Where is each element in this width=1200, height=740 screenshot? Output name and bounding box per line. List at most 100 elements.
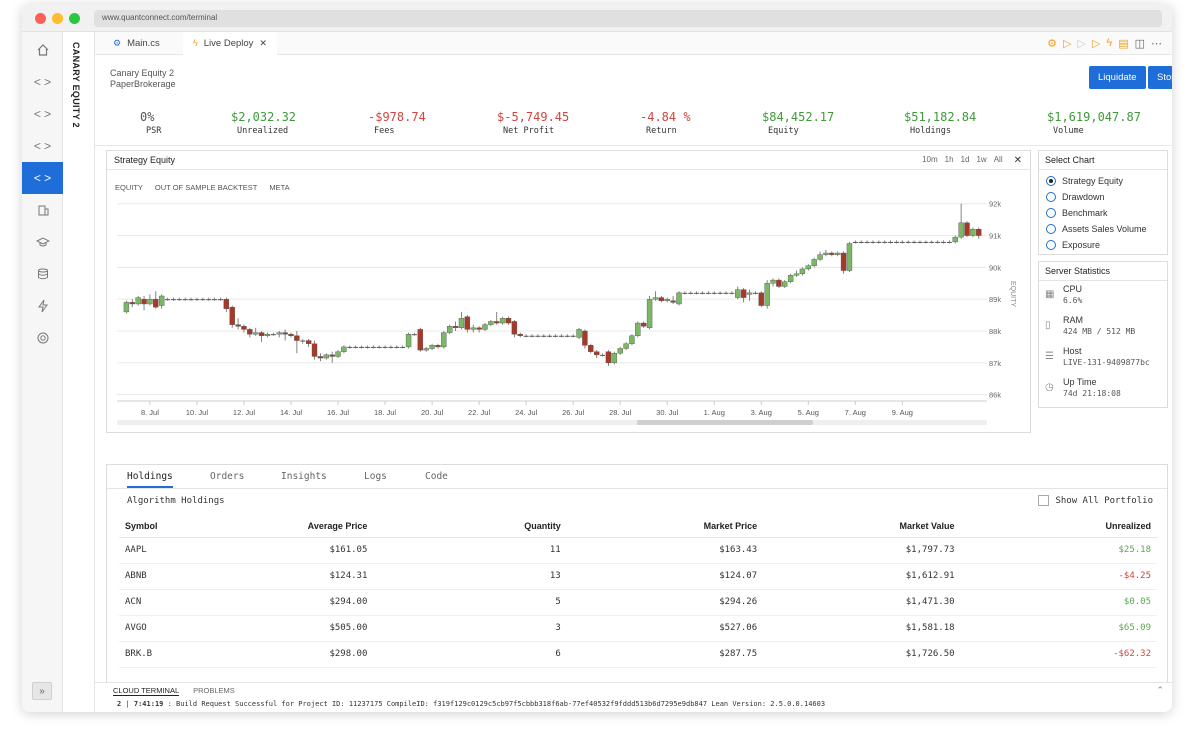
show-all-checkbox[interactable] [1038, 495, 1050, 506]
equity-candlestick-chart[interactable]: 86k 87k 88k 89k 90k 91k 92k EQUITY 8. Jul 10. Jul… [107, 171, 1030, 433]
chart-option-drawdown[interactable]: Drawdown [1039, 189, 1167, 205]
stop-button[interactable]: Stop [1148, 66, 1172, 89]
tab-logs[interactable]: Logs [364, 471, 387, 482]
candle-body [834, 252, 841, 255]
x-tick-label: 3. Aug [751, 408, 772, 417]
building-icon[interactable] [22, 194, 63, 226]
range-10m[interactable]: 10m [922, 155, 938, 164]
ram-stat: ▯ RAM 424 MB / 512 MB [1039, 312, 1167, 343]
debug-icon[interactable]: ▷ [1077, 38, 1086, 50]
backtest-icon[interactable]: ▷ [1091, 38, 1101, 50]
candle-body [617, 348, 623, 354]
tab-live-deploy[interactable]: ϟ Live Deploy ✕ [183, 32, 277, 55]
play-icon[interactable]: ▷ [1062, 38, 1072, 50]
project-vertical-title: CANARY EQUITY 2 [71, 42, 81, 128]
memory-icon: ▯ [1045, 320, 1051, 331]
series-tab-meta[interactable]: META [269, 183, 290, 192]
code-icon[interactable]: < > [33, 107, 52, 121]
candle-body [582, 330, 588, 346]
candle-body [464, 316, 471, 330]
radio-button[interactable] [1046, 240, 1056, 250]
expand-sidebar-button[interactable]: » [32, 682, 52, 700]
table-row[interactable]: ACN $294.00 5 $294.26 $1,471.30 $0.05 [119, 589, 1157, 616]
liquidate-button[interactable]: Liquidate [1089, 66, 1146, 89]
candle-body [635, 322, 641, 336]
tab-cloud-terminal[interactable]: CLOUD TERMINAL [113, 686, 180, 696]
cell-symbol: BRK.B [119, 641, 242, 668]
chart-scrollbar-thumb[interactable] [637, 420, 813, 425]
col-market-value[interactable]: Market Value [763, 515, 961, 538]
candle-body [241, 326, 247, 330]
select-chart-panel: Select Chart Strategy Equity Drawdown Benc… [1038, 150, 1168, 255]
range-1h[interactable]: 1h [944, 155, 954, 164]
tab-orders[interactable]: Orders [210, 471, 245, 482]
col-average-price[interactable]: Average Price [241, 515, 374, 538]
lightning-icon[interactable] [22, 290, 63, 322]
editor-tabs: ⚙ Main.cs ϟ Live Deploy ✕ ⚙ ▷ ▷ ▷ ϟ ▤ ◫ … [95, 32, 1172, 55]
table-row[interactable]: AAPL $161.05 11 $163.43 $1,797.73 $25.18 [119, 537, 1157, 564]
col-symbol[interactable]: Symbol [119, 515, 242, 538]
address-bar[interactable]: www.quantconnect.com/terminal [94, 10, 1162, 27]
tab-holdings[interactable]: Holdings [127, 471, 173, 488]
gear-icon[interactable]: ⚙ [1047, 38, 1057, 50]
show-all-portfolio-toggle[interactable]: Show All Portfolio [1038, 495, 1153, 506]
cpu-icon: ▦ [1045, 289, 1055, 300]
tab-problems[interactable]: PROBLEMS [193, 686, 235, 695]
stat-label: Unrealized [237, 126, 289, 136]
tab-insights[interactable]: Insights [281, 471, 327, 482]
code-icon[interactable]: < > [22, 162, 63, 194]
col-quantity[interactable]: Quantity [373, 515, 567, 538]
radio-button[interactable] [1046, 192, 1056, 202]
lightning-icon[interactable]: ϟ [1106, 37, 1113, 49]
tab-code[interactable]: Code [425, 471, 448, 482]
graduation-cap-icon[interactable] [22, 226, 63, 258]
radio-button[interactable] [1046, 208, 1056, 218]
minimize-window-button[interactable] [52, 13, 63, 24]
candle-body [846, 243, 853, 271]
cell-market-value: $1,726.50 [763, 641, 961, 668]
show-all-label: Show All Portfolio [1055, 495, 1153, 506]
main-area: ⚙ Main.cs ϟ Live Deploy ✕ ⚙ ▷ ▷ ▷ ϟ ▤ ◫ … [95, 32, 1172, 712]
radio-button[interactable] [1046, 176, 1056, 186]
database-icon[interactable] [22, 258, 63, 290]
chevron-up-icon[interactable]: ⌃ [1156, 685, 1164, 695]
cell-unrealized: -$62.32 [960, 641, 1157, 668]
chart-option-strategy-equity[interactable]: Strategy Equity [1039, 173, 1167, 189]
cell-market-price: $124.07 [566, 563, 764, 590]
close-icon[interactable]: ✕ [1013, 155, 1022, 166]
chart-header: Strategy Equity 10m 1h 1d 1w All ✕ [107, 151, 1030, 170]
series-tab-equity[interactable]: EQUITY [115, 183, 143, 192]
chart-option-benchmark[interactable]: Benchmark [1039, 205, 1167, 221]
candle-body [188, 299, 194, 301]
lifebuoy-icon[interactable] [22, 322, 63, 354]
table-row[interactable]: BRK.B $298.00 6 $287.75 $1,726.50 -$62.32 [119, 641, 1157, 668]
chart-option-assets-sales-volume[interactable]: Assets Sales Volume [1039, 221, 1167, 237]
holdings-panel: Holdings Orders Insights Logs Code Algor… [106, 464, 1168, 682]
close-window-button[interactable] [35, 13, 46, 24]
tab-main-cs[interactable]: ⚙ Main.cs [103, 32, 170, 55]
table-row[interactable]: ABNB $124.31 13 $124.07 $1,612.91 -$4.25 [119, 563, 1157, 590]
col-market-price[interactable]: Market Price [566, 515, 764, 538]
table-row[interactable]: AVGO $505.00 3 $527.06 $1,581.18 $65.09 [119, 615, 1157, 642]
code-icon[interactable]: < > [33, 75, 52, 89]
maximize-window-button[interactable] [69, 13, 80, 24]
code-icon[interactable]: < > [33, 139, 52, 153]
split-view-icon[interactable]: ◫ [1134, 38, 1145, 50]
range-1w[interactable]: 1w [976, 155, 987, 164]
radio-button[interactable] [1046, 224, 1056, 234]
x-tick-label: 28. Jul [609, 408, 631, 417]
candle-body [482, 324, 488, 330]
range-1d[interactable]: 1d [960, 155, 970, 164]
stat-equity: $84,452.17 Equity [762, 110, 834, 136]
chart-option-exposure[interactable]: Exposure [1039, 237, 1167, 253]
x-tick-label: 26. Jul [562, 408, 584, 417]
col-unrealized[interactable]: Unrealized [960, 515, 1157, 538]
report-icon[interactable]: ▤ [1118, 38, 1129, 50]
candle-body [135, 297, 141, 305]
close-icon[interactable]: ✕ [259, 37, 267, 48]
home-icon[interactable] [22, 34, 63, 66]
x-tick-label: 16. Jul [327, 408, 349, 417]
series-tab-oos-backtest[interactable]: OUT OF SAMPLE BACKTEST [154, 183, 258, 192]
range-all[interactable]: All [993, 155, 1003, 164]
more-icon[interactable]: ⋯ [1151, 38, 1162, 50]
